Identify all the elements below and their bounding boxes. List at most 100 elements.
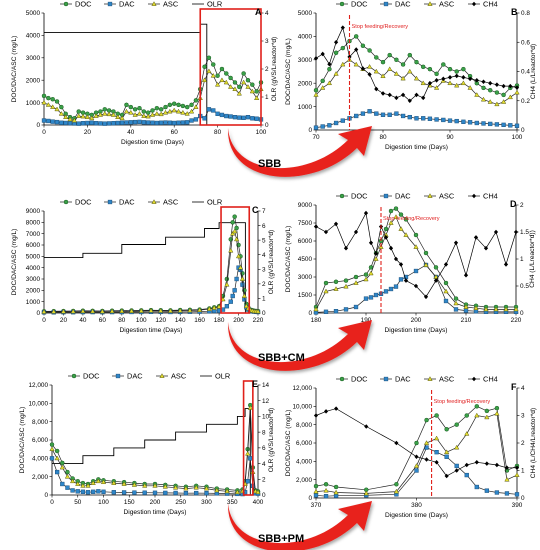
doc-point: [323, 482, 329, 487]
y-tick-label: 3000: [26, 55, 41, 62]
asc-point: [474, 412, 480, 418]
dac-point: [414, 116, 419, 121]
asc-point: [188, 108, 195, 114]
dac-point: [367, 109, 372, 114]
series-doc: [49, 402, 261, 494]
dac-point: [463, 308, 469, 313]
x-tick-label: 180: [214, 317, 225, 324]
dac-point: [444, 454, 449, 459]
asc-point: [162, 483, 168, 489]
ch4-point: [323, 229, 329, 235]
y-tick-label: 4000: [26, 265, 41, 272]
dac-point: [224, 304, 230, 309]
asc-point: [467, 85, 473, 90]
y-tick-label: 8000: [26, 220, 41, 227]
asc-point: [373, 256, 379, 261]
doc-point: [224, 71, 229, 76]
arrow-shape: [227, 320, 372, 371]
doc-point: [132, 107, 138, 112]
dac-point: [49, 456, 55, 461]
asc-point: [363, 276, 369, 282]
doc-point: [343, 278, 349, 283]
ch4-point: [403, 278, 409, 283]
dac-point: [176, 120, 181, 125]
x-tick-label: 300: [201, 499, 212, 506]
y-tick-label: 8,000: [32, 419, 48, 426]
asc-point: [63, 114, 69, 120]
y2-tick-label: 0.4: [521, 69, 530, 76]
dac-point: [173, 490, 178, 496]
doc-point: [453, 296, 459, 301]
legend-sample-dac: [104, 199, 116, 205]
legend-label-doc: DOC: [351, 192, 368, 201]
y-tick-label: 3000: [298, 57, 313, 64]
asc-point: [111, 480, 117, 485]
x-tick-label: 100: [256, 129, 267, 136]
y-axis-label: DOC/DAC/ASC (mg/L): [11, 229, 18, 296]
y2-tick-label: 6: [262, 223, 266, 230]
legend-sample-ch4-marker: [471, 376, 477, 382]
series-asc-line: [51, 407, 259, 493]
legend-sample-ch4: [468, 193, 480, 199]
x-tick-label: 70: [312, 134, 320, 141]
asc-point: [398, 226, 404, 231]
dac-point: [484, 488, 490, 493]
dac-point: [228, 114, 233, 119]
y2-tick-label: 3: [262, 266, 266, 273]
legend-label-olr: OLR: [207, 0, 222, 9]
legend-label-asc: ASC: [171, 372, 187, 381]
chart-panel-A: 0 20 40 60 80 10001000200030004000500001234Di…: [11, 0, 278, 146]
dac-point: [414, 468, 419, 473]
asc-point: [201, 77, 208, 83]
panel-label: E: [252, 379, 258, 389]
dac-point: [163, 490, 168, 496]
y2-tick-label: 4: [265, 10, 269, 17]
x-tick-label: 0: [42, 317, 46, 324]
dac-point: [193, 117, 199, 122]
asc-point: [243, 303, 249, 309]
legend-sample-asc-marker: [427, 376, 433, 381]
y-tick-label: 1000: [26, 100, 41, 107]
asc-point: [353, 61, 359, 67]
ch4-point: [427, 80, 432, 86]
x-axis-label: Digestion time (Days): [121, 139, 184, 146]
asc-point: [183, 485, 189, 491]
asc-point: [50, 104, 56, 109]
dac-point: [388, 286, 394, 292]
asc-point: [75, 481, 81, 486]
asc-point: [149, 112, 156, 117]
ch4-point: [474, 459, 479, 465]
dac-point: [159, 120, 164, 125]
doc-point: [394, 482, 399, 487]
dac-point: [461, 119, 466, 124]
series-asc: [313, 410, 520, 496]
asc-point: [216, 303, 222, 309]
doc-point: [59, 104, 64, 110]
y2-tick-label: 3: [521, 413, 525, 420]
y2-axis-label: CH4 (L/Lreactor*d): [530, 44, 537, 99]
dac-point: [443, 298, 449, 304]
dac-point: [333, 309, 339, 314]
doc-point: [444, 427, 449, 432]
y2-tick-label: 0: [262, 492, 266, 499]
x-tick-label: 200: [411, 317, 422, 324]
asc-point: [100, 479, 107, 485]
legend-sample-doc-marker: [339, 1, 345, 7]
dac-point: [474, 484, 479, 490]
chart-panel-C: 0 20 40 60 80 100 120 140 160 180 200 2200100020003…: [11, 198, 275, 335]
dac-point: [374, 111, 379, 116]
y-tick-label: 4000: [26, 33, 41, 40]
asc-point: [494, 410, 500, 416]
doc-point: [474, 404, 480, 409]
asc-point: [167, 108, 173, 114]
asc-point: [500, 99, 507, 104]
dac-point: [124, 120, 129, 125]
ch4-point: [363, 210, 369, 216]
asc-point: [423, 262, 429, 267]
y-tick-label: 4,000: [296, 459, 312, 466]
legend-sample-asc: [424, 376, 436, 381]
asc-point: [206, 68, 212, 74]
ch4-point: [334, 39, 339, 45]
series-ch4: [313, 406, 520, 479]
doc-point: [501, 92, 506, 98]
